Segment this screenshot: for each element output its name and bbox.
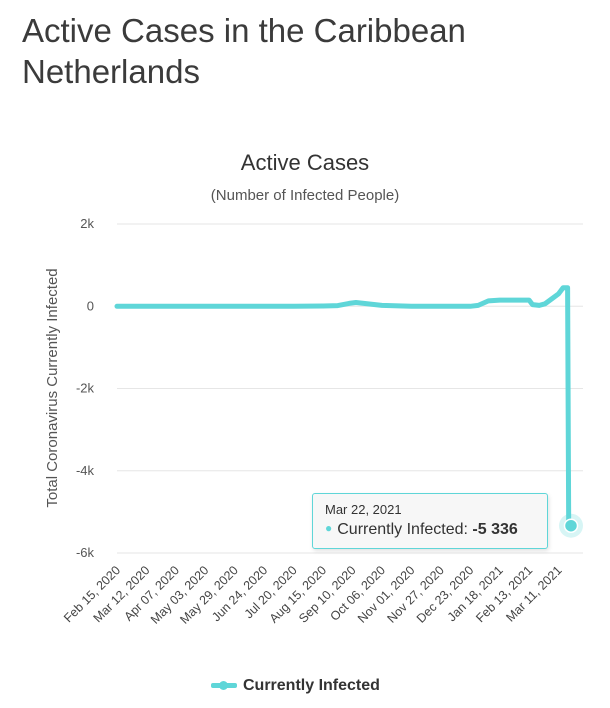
- y-tick-label: -6k: [76, 545, 95, 560]
- chart-subtitle: (Number of Infected People): [211, 187, 399, 204]
- grid-lines: [117, 223, 583, 554]
- data-point-highlight: [563, 518, 579, 533]
- series-currently-infected: [114, 285, 583, 538]
- legend-line-icon: [211, 676, 237, 696]
- tooltip-date: Mar 22, 2021: [325, 502, 402, 517]
- chart-title: Active Cases: [241, 150, 369, 175]
- tooltip-value: -5 336: [472, 521, 518, 538]
- y-axis-title: Total Coronavirus Currently Infected: [44, 268, 61, 507]
- y-tick-label: 0: [87, 298, 94, 313]
- y-tick-label: -2k: [76, 381, 95, 396]
- series-dot-icon: ●: [325, 521, 333, 535]
- y-tick-label: 2k: [80, 216, 94, 231]
- tooltip-row: ● Currently Infected: -5 336: [325, 521, 518, 538]
- page-title: Active Cases in the Caribbean Netherland…: [22, 12, 466, 90]
- tooltip: Mar 22, 2021 ● Currently Infected: -5 336: [312, 493, 548, 549]
- y-tick-label: -4k: [76, 463, 95, 478]
- y-axis-ticks: 2k 0 -2k -4k -6k: [76, 216, 95, 560]
- tooltip-series-name: Currently Infected: [337, 521, 464, 538]
- series-line: [114, 285, 574, 529]
- legend-label: Currently Infected: [243, 677, 380, 694]
- legend-item-currently-infected[interactable]: Currently Infected: [211, 676, 380, 696]
